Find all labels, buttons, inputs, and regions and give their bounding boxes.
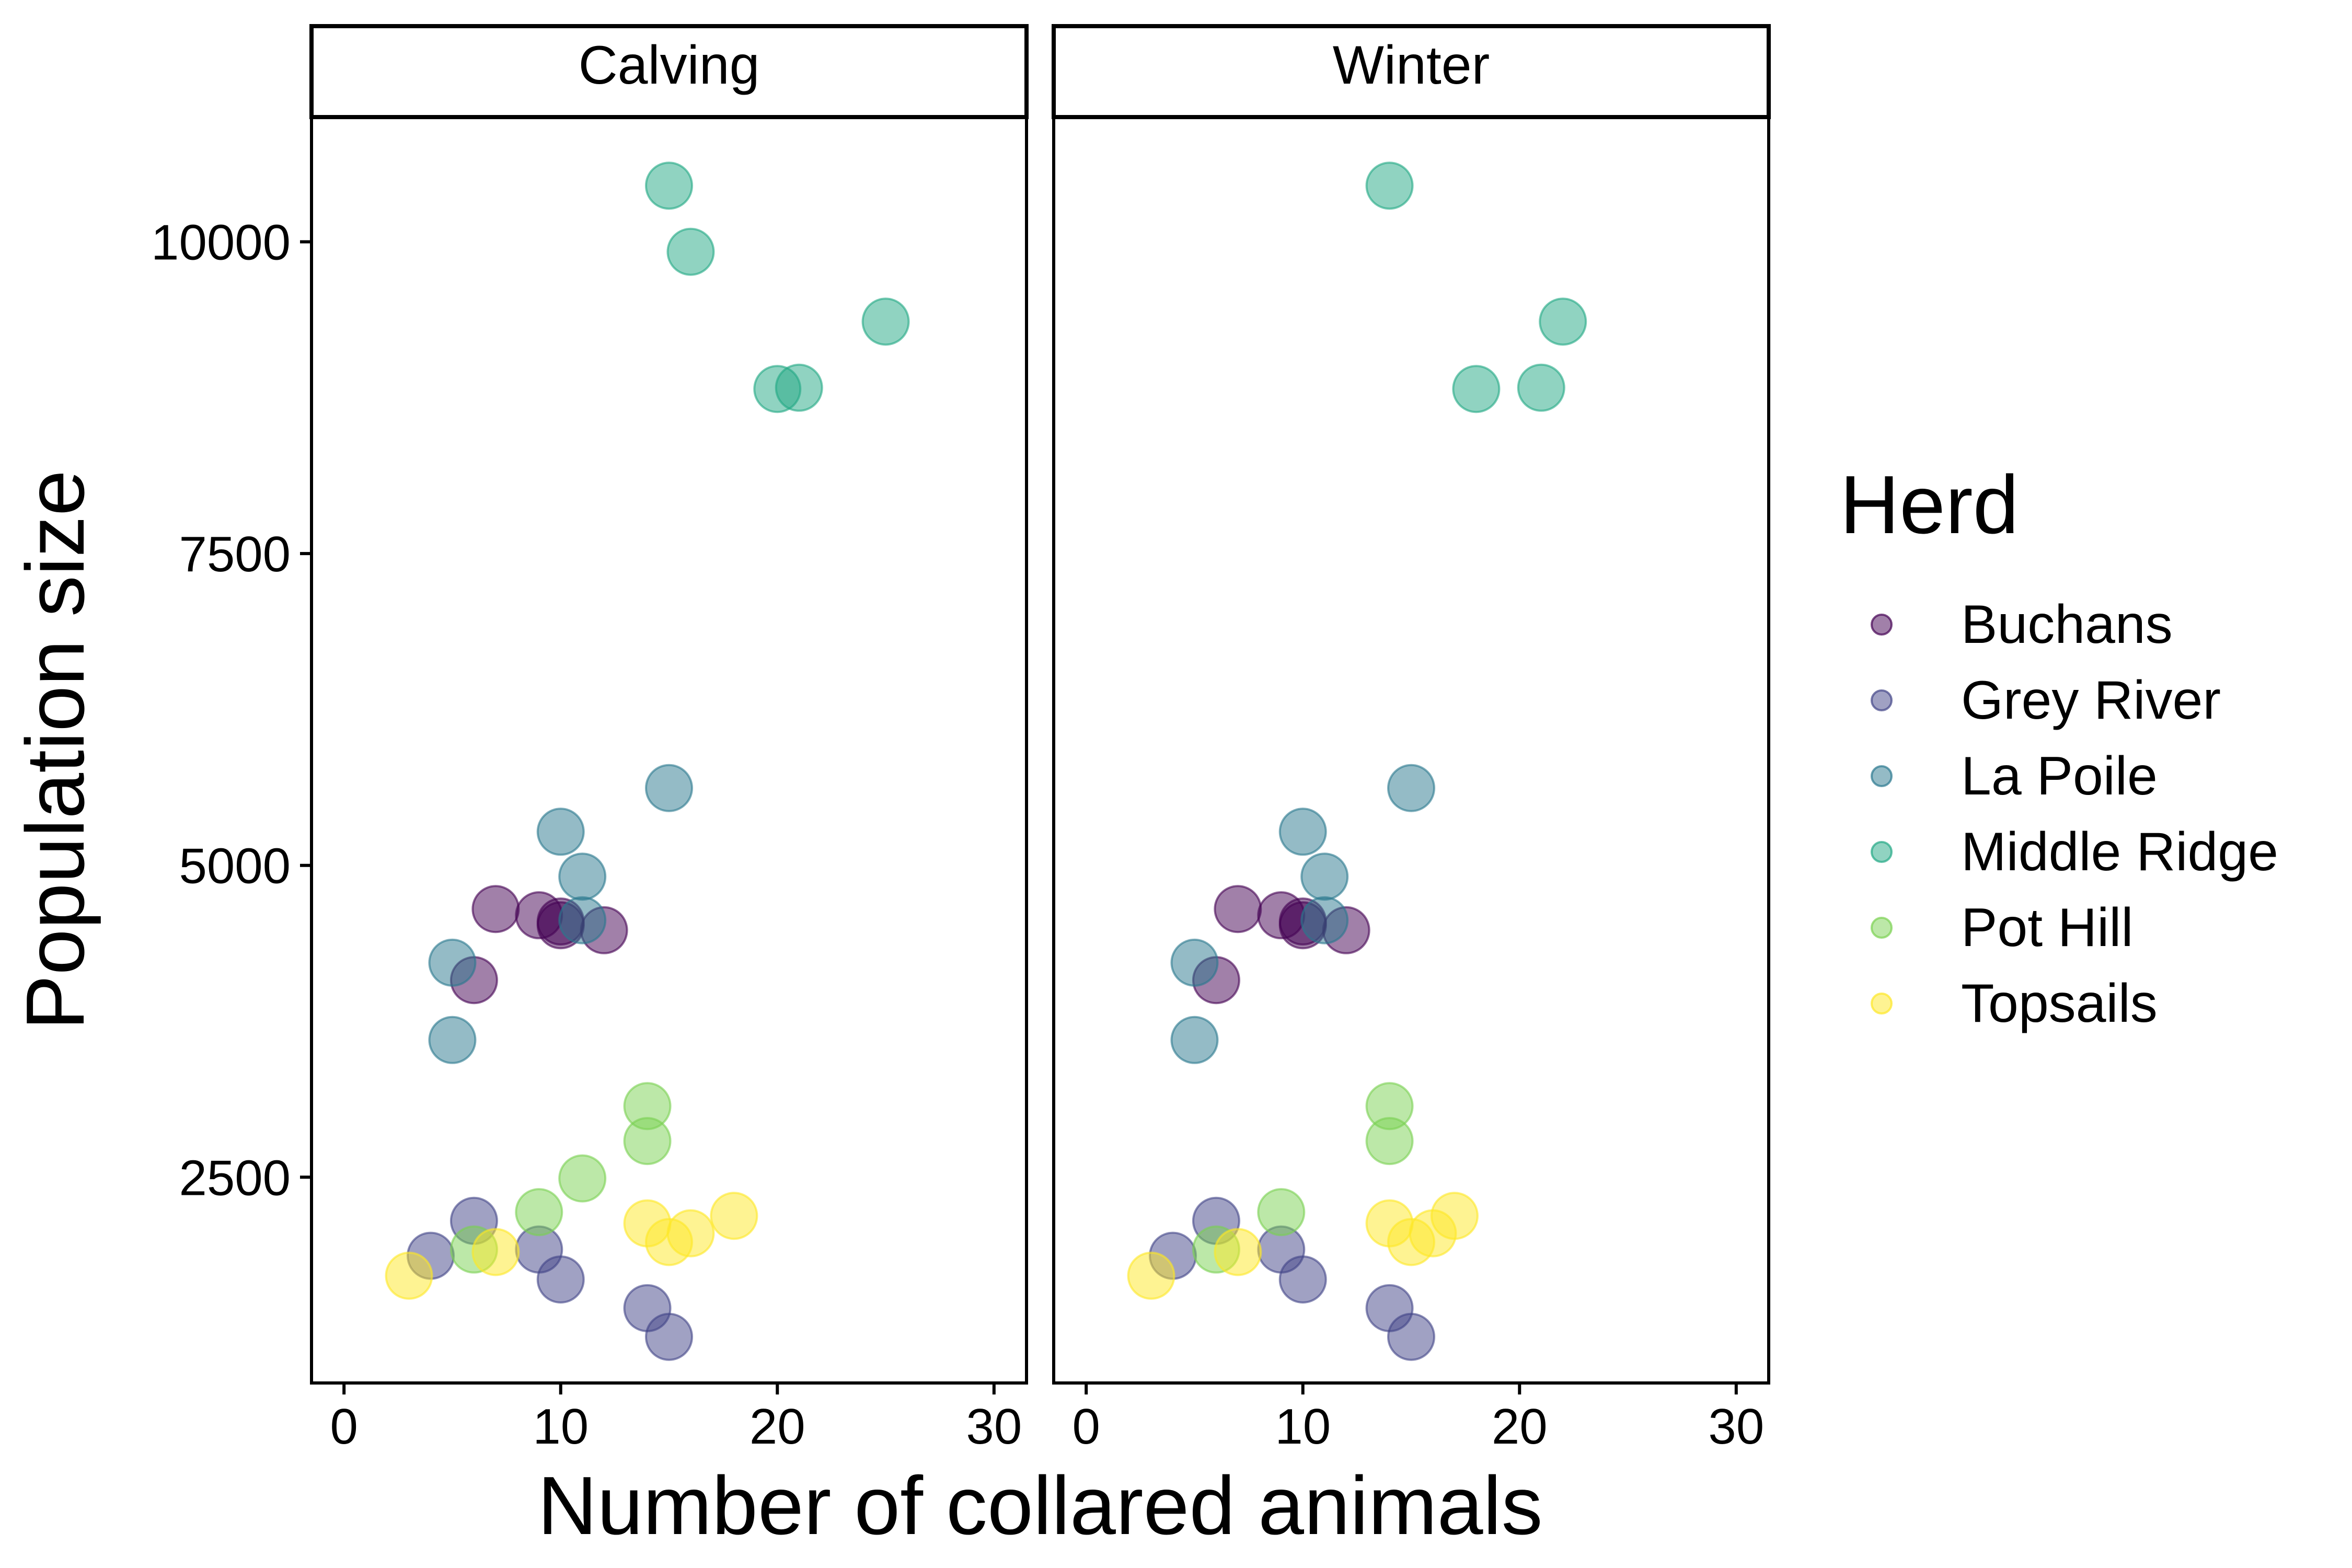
point-topsails: [1214, 1228, 1262, 1276]
point-pot-hill: [558, 1154, 607, 1203]
point-grey-river: [1278, 1255, 1327, 1304]
legend-label: Topsails: [1961, 973, 2158, 1034]
y-tick-label: 5000: [179, 838, 291, 894]
point-buchans: [471, 885, 520, 933]
point-pot-hill: [623, 1117, 672, 1166]
point-la-poile: [536, 808, 585, 856]
facet-label: Winter: [1333, 35, 1490, 96]
point-grey-river: [536, 1255, 585, 1304]
legend-label: Grey River: [1961, 670, 2221, 731]
y-tick-label: 10000: [151, 215, 291, 271]
point-middle-ridge: [645, 162, 693, 210]
x-tick-label: 10: [1275, 1399, 1331, 1455]
x-axis-title: Number of collared animals: [537, 1460, 1542, 1552]
point-la-poile: [645, 764, 693, 812]
y-axis: 2500 5000 7500 10000: [151, 215, 312, 1206]
x-tick-label: 20: [1492, 1399, 1548, 1455]
x-axis-winter: 0 10 20 30: [1072, 1383, 1764, 1455]
legend-key-topsails: [1871, 993, 1893, 1014]
legend-label: Buchans: [1961, 594, 2173, 655]
y-axis-title: Population size: [9, 470, 101, 1030]
point-middle-ridge: [1452, 365, 1501, 413]
x-tick-label: 30: [1708, 1399, 1764, 1455]
point-la-poile: [428, 938, 477, 987]
point-la-poile: [428, 1016, 477, 1064]
point-topsails: [1127, 1251, 1175, 1300]
point-pot-hill: [1257, 1188, 1306, 1237]
x-tick-label: 30: [966, 1399, 1022, 1455]
point-topsails: [666, 1209, 715, 1258]
y-tick-label: 2500: [179, 1150, 291, 1206]
legend-key-pot-hill: [1871, 917, 1893, 939]
x-tick-label: 0: [330, 1399, 358, 1455]
legend-key-grey-river: [1871, 689, 1893, 711]
point-middle-ridge: [1517, 363, 1565, 412]
point-la-poile: [558, 852, 607, 901]
point-topsails: [710, 1192, 758, 1240]
point-la-poile: [1387, 764, 1435, 812]
point-topsails: [471, 1228, 520, 1276]
y-tick-label: 7500: [179, 526, 291, 582]
point-la-poile: [1278, 808, 1327, 856]
facet-label: Calving: [579, 35, 760, 96]
point-la-poile: [1300, 896, 1349, 944]
points-winter: [1127, 162, 1587, 1361]
legend-key-la-poile: [1871, 765, 1893, 787]
facet-strip-winter: Winter: [1052, 24, 1771, 119]
point-middle-ridge: [775, 363, 823, 412]
x-tick-label: 20: [750, 1399, 805, 1455]
legend: Herd Buchans Grey River La Poile Middle Rid…: [1840, 459, 2278, 1034]
point-la-poile: [1300, 852, 1349, 901]
point-grey-river: [645, 1312, 693, 1361]
point-grey-river: [1387, 1312, 1435, 1361]
legend-label: Pot Hill: [1961, 897, 2133, 958]
point-middle-ridge: [861, 297, 910, 346]
panel-frame-winter: [1052, 116, 1770, 1385]
point-pot-hill: [515, 1188, 563, 1237]
point-buchans: [1214, 885, 1262, 933]
legend-label: Middle Ridge: [1961, 822, 2278, 882]
x-tick-label: 10: [533, 1399, 589, 1455]
points-calving: [385, 162, 910, 1361]
panel-frame-calving: [310, 116, 1028, 1385]
legend-key-middle-ridge: [1871, 841, 1893, 863]
point-middle-ridge: [1365, 162, 1414, 210]
point-pot-hill: [1365, 1117, 1414, 1166]
legend-key-buchans: [1871, 614, 1893, 636]
point-topsails: [385, 1251, 433, 1300]
point-la-poile: [558, 896, 607, 944]
point-la-poile: [1170, 1016, 1219, 1064]
facet-strip-calving: Calving: [309, 24, 1029, 119]
point-middle-ridge: [1539, 297, 1587, 346]
point-la-poile: [1170, 938, 1219, 987]
x-axis-calving: 0 10 20 30: [330, 1383, 1022, 1455]
legend-label: La Poile: [1961, 746, 2158, 806]
legend-title: Herd: [1840, 459, 2019, 551]
x-tick-label: 0: [1072, 1399, 1100, 1455]
point-middle-ridge: [666, 227, 715, 276]
legend-items: Buchans Grey River La Poile Middle Ridge Pot…: [1871, 594, 2278, 1034]
point-topsails: [1430, 1192, 1479, 1240]
